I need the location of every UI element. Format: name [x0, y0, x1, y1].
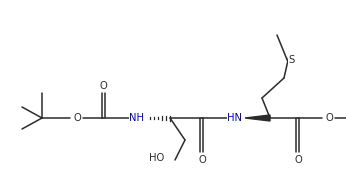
Text: HN: HN: [228, 113, 243, 123]
Text: S: S: [289, 55, 295, 65]
Text: O: O: [294, 155, 302, 165]
Polygon shape: [245, 115, 270, 121]
Text: O: O: [73, 113, 81, 123]
Text: NH: NH: [129, 113, 145, 123]
Text: O: O: [325, 113, 333, 123]
Text: O: O: [99, 81, 107, 91]
Text: HO: HO: [149, 153, 164, 163]
Text: O: O: [198, 155, 206, 165]
